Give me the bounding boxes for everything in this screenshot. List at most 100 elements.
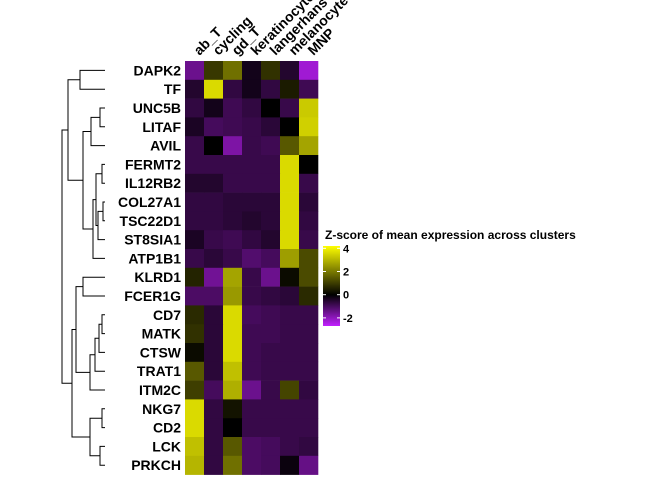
heatmap-cell <box>185 286 205 306</box>
dendrogram-branch <box>102 201 105 222</box>
heatmap-cell <box>261 98 281 118</box>
heatmap-cell <box>299 399 319 419</box>
dendrogram-branch <box>101 408 105 429</box>
heatmap-cell <box>204 136 224 156</box>
heatmap-cell <box>280 324 300 344</box>
heatmap-cell <box>299 267 319 287</box>
heatmap-cell <box>204 399 224 419</box>
heatmap-cell <box>185 230 205 250</box>
heatmap-cell <box>223 305 243 325</box>
row-label: CD2 <box>153 420 181 436</box>
dendrogram-branch <box>82 131 93 230</box>
heatmap-cell <box>299 230 319 250</box>
heatmap-cell <box>261 399 281 419</box>
heatmap-cell <box>185 211 205 231</box>
heatmap-cell <box>223 249 243 269</box>
row-label: NKG7 <box>142 401 181 417</box>
heatmap-cell <box>299 343 319 363</box>
heatmap-cell <box>185 380 205 400</box>
heatmap-cell <box>242 192 262 212</box>
legend-ticks: 4 2 0 -2 <box>323 243 353 325</box>
heatmap-cell <box>185 192 205 212</box>
heatmap-cell <box>242 79 262 99</box>
heatmap-cell <box>185 361 205 381</box>
heatmap-cell <box>204 249 224 269</box>
heatmap-cell <box>204 98 224 118</box>
heatmap-cell <box>204 192 224 212</box>
row-label: ITM2C <box>139 382 181 398</box>
row-label: ATP1B1 <box>128 250 181 266</box>
heatmap-cell <box>280 418 300 438</box>
heatmap-cell <box>223 61 243 81</box>
heatmap-cell <box>204 61 224 81</box>
heatmap-cell <box>242 361 262 381</box>
heatmap-cell <box>280 437 300 457</box>
heatmap-cell <box>280 61 300 81</box>
dendrogram-branch <box>67 79 83 181</box>
heatmap-cell <box>185 418 205 438</box>
heatmap-cell <box>261 117 281 137</box>
heatmap-cell <box>185 343 205 363</box>
dendrogram-branch <box>90 116 105 147</box>
heatmap-cell <box>242 230 262 250</box>
dendrogram-branch <box>94 337 105 372</box>
heatmap-cell <box>299 437 319 457</box>
heatmap-cell <box>204 155 224 175</box>
row-label: CTSW <box>140 344 182 360</box>
heatmap-cell <box>242 455 262 475</box>
heatmap-cell <box>280 361 300 381</box>
row-label: PRKCH <box>131 457 181 473</box>
row-label: LCK <box>152 438 181 454</box>
heatmap-cell <box>242 343 262 363</box>
heatmap-cell <box>242 249 262 269</box>
heatmap-cell <box>223 380 243 400</box>
heatmap-cell <box>299 380 319 400</box>
heatmap-cell <box>261 437 281 457</box>
heatmap-cell <box>204 343 224 363</box>
heatmap-cell <box>261 230 281 250</box>
row-label: TSC22D1 <box>120 213 182 229</box>
heatmap-cell <box>261 380 281 400</box>
legend-tick-label: 0 <box>343 290 349 302</box>
dendrogram-branch <box>79 69 105 90</box>
heatmap-cell <box>299 136 319 156</box>
heatmap-cell <box>280 211 300 231</box>
heatmap-cell <box>185 437 205 457</box>
heatmap-cell <box>299 173 319 193</box>
heatmap-cell <box>223 455 243 475</box>
heatmap-cell <box>280 192 300 212</box>
heatmap-cell <box>280 230 300 250</box>
heatmap-cell <box>185 249 205 269</box>
heatmap-cell <box>185 324 205 344</box>
heatmap-cell <box>299 324 319 344</box>
dendrogram-branch <box>75 286 90 373</box>
heatmap-cell <box>280 343 300 363</box>
heatmap-cell <box>299 155 319 175</box>
row-label: CD7 <box>153 307 181 323</box>
heatmap-cell <box>280 173 300 193</box>
row-label: LITAF <box>142 119 181 135</box>
heatmap-cell <box>204 361 224 381</box>
heatmap-cell <box>223 286 243 306</box>
heatmap-cell <box>185 136 205 156</box>
heatmap-cell <box>185 98 205 118</box>
heatmap-cell <box>204 211 224 231</box>
heatmap-cell <box>223 192 243 212</box>
heatmap-cell <box>261 136 281 156</box>
heatmap-cell <box>261 305 281 325</box>
heatmap-cell <box>280 455 300 475</box>
row-labels: DAPK2 TF UNC5B LITAF AVIL FERMT2 IL12RB2 COL27A… <box>118 62 182 473</box>
heatmap-cell <box>223 211 243 231</box>
heatmap-cell <box>242 418 262 438</box>
heatmap-cells <box>185 61 319 475</box>
heatmap-cell <box>242 211 262 231</box>
heatmap-cell <box>299 192 319 212</box>
heatmap-cell <box>223 79 243 99</box>
heatmap-cell <box>242 98 262 118</box>
dendrogram-branch <box>99 107 105 128</box>
dendrogram-branch <box>89 354 105 391</box>
heatmap-cell <box>261 155 281 175</box>
heatmap-cell <box>299 117 319 137</box>
row-label: ST8SIA1 <box>124 232 181 248</box>
heatmap-cell <box>261 192 281 212</box>
